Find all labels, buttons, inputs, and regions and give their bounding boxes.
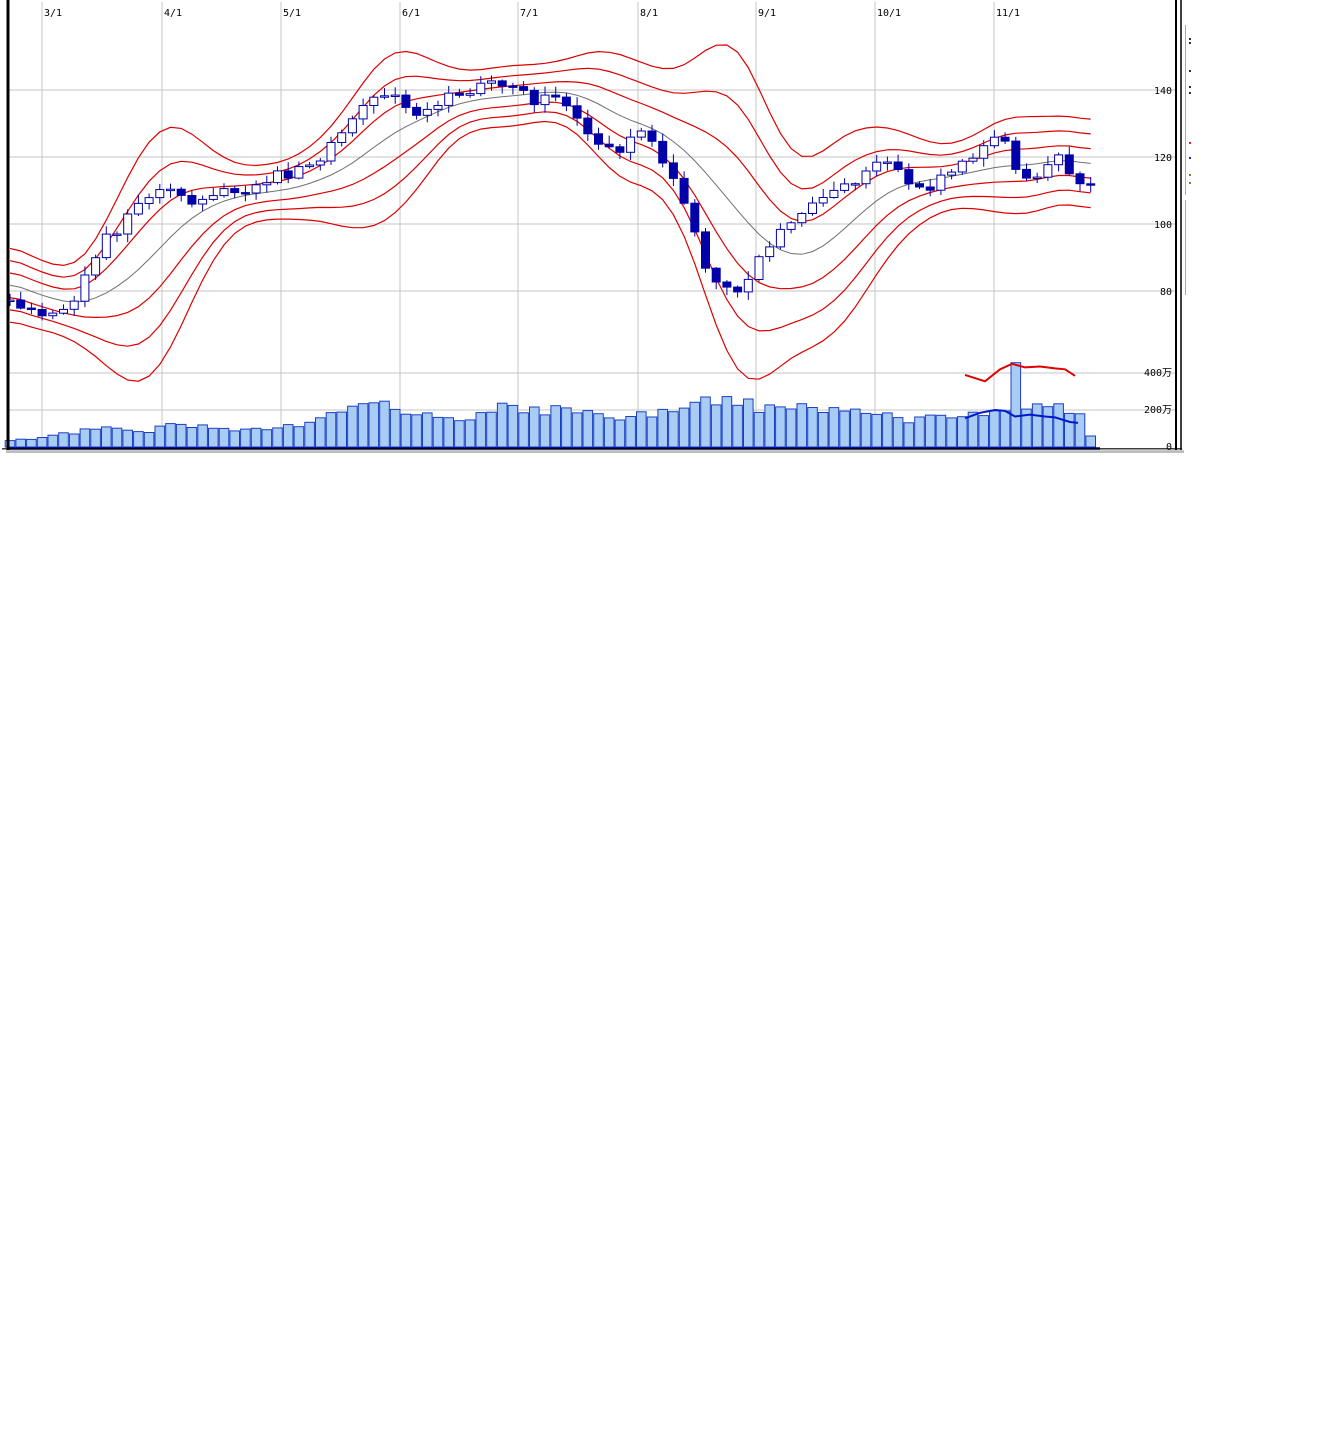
svg-text:4/1: 4/1	[164, 8, 182, 19]
svg-text:80: 80	[1160, 287, 1172, 298]
svg-text:120: 120	[1154, 153, 1172, 164]
svg-text:10/1: 10/1	[877, 8, 901, 19]
svg-text:200万: 200万	[1144, 405, 1172, 416]
panel-bottom-weekly-chart[interactable]: 3/1 4/1 5/1 6/1 7/1 8/1 9/1 10/1 11/1 140 120 100 80…	[0, 0, 1200, 453]
svg-text:7/1: 7/1	[520, 8, 538, 19]
svg-text:6/1: 6/1	[402, 8, 420, 19]
bottom-chart-svg: 3/1 4/1 5/1 6/1 7/1 8/1 9/1 10/1 11/1 140 120 100 80…	[0, 0, 1200, 453]
svg-text:8/1: 8/1	[640, 8, 658, 19]
svg-text:140: 140	[1154, 86, 1172, 97]
svg-text:0: 0	[1166, 442, 1172, 453]
svg-text:3/1: 3/1	[44, 8, 62, 19]
svg-text:100: 100	[1154, 220, 1172, 231]
svg-text:400万: 400万	[1144, 368, 1172, 379]
svg-text:5/1: 5/1	[283, 8, 301, 19]
svg-text:9/1: 9/1	[758, 8, 776, 19]
svg-text:11/1: 11/1	[996, 8, 1020, 19]
